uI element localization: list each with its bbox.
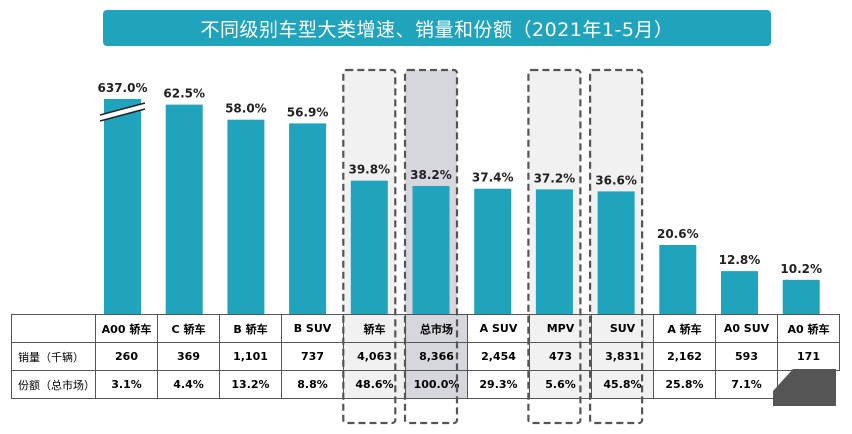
bar-value-label: 37.2% (534, 171, 576, 185)
header-cell-b-sedan: B 轿车 (219, 314, 282, 343)
header-cell-b-suv: B SUV (281, 314, 344, 343)
bar-value-label: 58.0% (225, 102, 267, 116)
header-cell-mpv: MPV (529, 314, 592, 343)
cell-sales: 3,831 (591, 342, 654, 371)
cell-share: 25.8% (653, 370, 716, 399)
chart-title: 不同级别车型大类增速、销量和份额（2021年1-5月） (103, 10, 771, 46)
cell-sales: 737 (281, 342, 344, 371)
cell-share: 100.0% (405, 370, 468, 399)
cell-sales: 260 (95, 342, 158, 371)
cell-share: 4.4% (157, 370, 220, 399)
data-table: A00 轿车 C 轿车 B 轿车 B SUV 轿车 总市场 A SUV MPV … (11, 314, 840, 399)
cell-share: 45.8% (591, 370, 654, 399)
cell-share: 29.3% (467, 370, 530, 399)
cell-sales: 1,101 (219, 342, 282, 371)
bar (535, 189, 573, 314)
bar (104, 99, 141, 314)
bar-value-label: 56.9% (287, 105, 329, 119)
cell-sales: 473 (529, 342, 592, 371)
cell-share: 8.8% (281, 370, 344, 399)
bar (597, 191, 635, 314)
cell-share: 48.6% (343, 370, 406, 399)
bar (165, 104, 203, 314)
cell-sales: 369 (157, 342, 220, 371)
corner-decoration (773, 369, 836, 406)
cell-share: 13.2% (219, 370, 282, 399)
cell-sales: 8,366 (405, 342, 468, 371)
row-label-share: 份额（总市场） (11, 370, 96, 399)
bar (721, 271, 758, 314)
header-corner-cell (11, 314, 96, 343)
bar (782, 279, 820, 314)
cell-sales: 171 (777, 342, 840, 371)
cell-sales: 2,162 (653, 342, 716, 371)
header-cell-a-suv: A SUV (467, 314, 530, 343)
bar-value-label: 38.2% (410, 168, 452, 182)
axis-break-mark (99, 102, 146, 122)
bar (227, 119, 265, 314)
bar-value-label: 10.2% (780, 262, 822, 276)
bar-value-label: 62.5% (163, 87, 205, 101)
table-row-sales: 销量（千辆） 260 369 1,101 737 4,063 8,366 2,4… (11, 342, 840, 371)
header-cell-a0-sedan: A0 轿车 (777, 314, 840, 343)
row-label-sales: 销量（千辆） (11, 342, 96, 371)
cell-share: 5.6% (529, 370, 592, 399)
bar-value-label: 637.0% (98, 81, 148, 95)
bar-value-label: 12.8% (719, 253, 761, 267)
bar (412, 186, 450, 314)
table-header-row: A00 轿车 C 轿车 B 轿车 B SUV 轿车 总市场 A SUV MPV … (11, 314, 840, 343)
bar-value-label: 36.6% (595, 173, 637, 187)
header-cell-a00-sedan: A00 轿车 (95, 314, 158, 343)
bar-value-label: 39.8% (348, 163, 390, 177)
bar (659, 244, 697, 314)
header-cell-sedan: 轿车 (343, 314, 406, 343)
header-cell-a0-suv: A0 SUV (715, 314, 778, 343)
header-cell-suv: SUV (591, 314, 654, 343)
header-cell-total-market: 总市场 (405, 314, 468, 343)
cell-share: 7.1% (715, 370, 778, 399)
table-row-share: 份额（总市场） 3.1% 4.4% 13.2% 8.8% 48.6% 100.0… (11, 370, 840, 399)
bar (350, 180, 388, 314)
cell-sales: 2,454 (467, 342, 530, 371)
header-cell-c-sedan: C 轿车 (157, 314, 220, 343)
bar (289, 123, 327, 314)
bar-value-label: 20.6% (657, 227, 699, 241)
cell-sales: 4,063 (343, 342, 406, 371)
bar-value-label: 37.4% (472, 171, 514, 185)
header-cell-a-sedan: A 轿车 (653, 314, 716, 343)
cell-share: 3.1% (95, 370, 158, 399)
bar (474, 188, 512, 314)
cell-sales: 593 (715, 342, 778, 371)
